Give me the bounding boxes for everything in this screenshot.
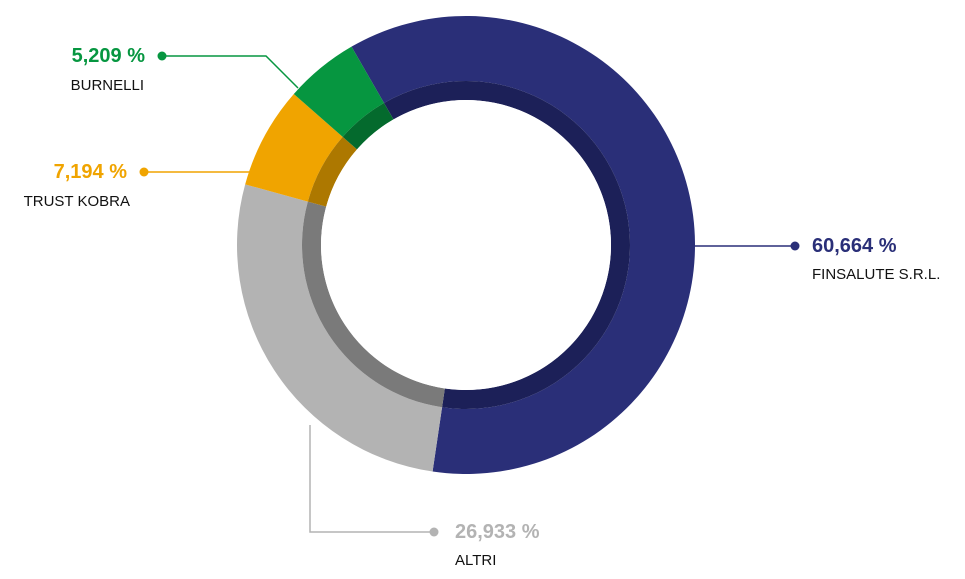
donut-inner-ring (302, 80, 630, 409)
slice-inner-trust-kobra (307, 136, 357, 207)
altri-name-label: ALTRI (455, 552, 496, 569)
slice-inner-altri (302, 201, 445, 408)
burnelli-value-label: 5,209 % (72, 45, 146, 67)
slice-burnelli (293, 46, 384, 137)
trust-kobra-name-label: TRUST KOBRA (24, 193, 130, 210)
leader-dot-burnelli (157, 51, 167, 61)
slice-inner-burnelli (342, 102, 394, 150)
slice-trust-kobra (245, 94, 343, 202)
finsalute-name-label: FINSALUTE S.R.L. (812, 266, 940, 283)
leader-line-burnelli (162, 55, 299, 89)
leader-dot-trust-kobra (139, 167, 149, 177)
leader-line-altri (309, 425, 434, 533)
leader-dot-altri (429, 527, 439, 537)
leader-dot-finsalute (790, 241, 800, 251)
burnelli-name-label: BURNELLI (71, 77, 144, 94)
slice-finsalute-s-r-l (351, 16, 695, 475)
altri-value-label: 26,933 % (455, 521, 540, 543)
slice-altri (237, 184, 443, 472)
donut-slices (237, 16, 695, 475)
donut-hole (321, 100, 611, 390)
finsalute-value-label: 60,664 % (812, 235, 897, 257)
trust-kobra-value-label: 7,194 % (54, 161, 128, 183)
